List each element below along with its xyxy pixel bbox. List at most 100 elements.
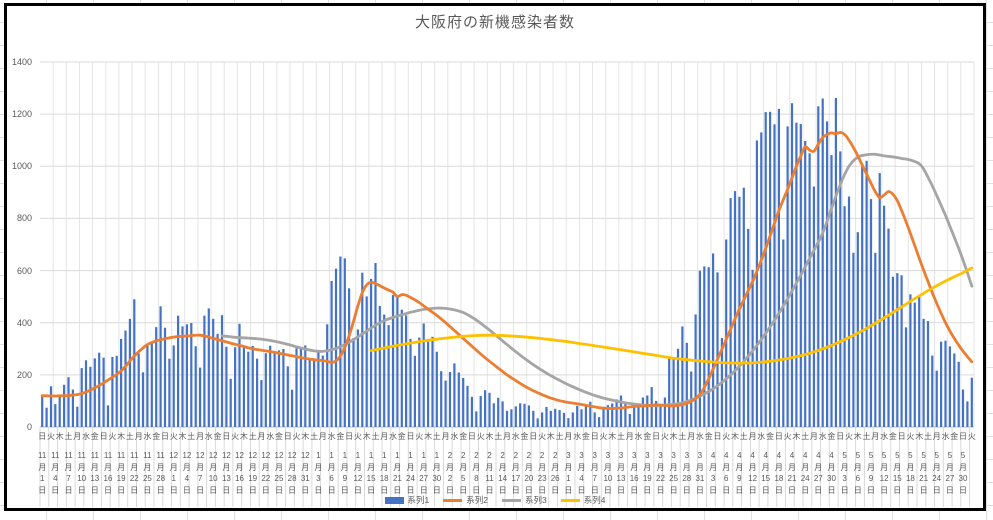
bar <box>554 408 557 428</box>
x-axis-weekday-label: 木 <box>853 432 862 441</box>
x-axis-weekday-label: 金 <box>827 432 836 441</box>
x-axis-date-label: 12 月 7 日 <box>195 451 205 495</box>
bar <box>89 366 92 427</box>
bar <box>475 411 478 427</box>
x-axis-date-label: 1 月 15 日 <box>366 451 376 495</box>
x-axis-date-label: 5 月 21 日 <box>919 451 929 495</box>
bar <box>541 412 544 427</box>
x-axis-date-label: 5 月 30 日 <box>958 451 968 495</box>
bar <box>676 348 680 427</box>
bar <box>580 409 583 427</box>
bar <box>887 228 890 427</box>
bar <box>133 299 136 428</box>
x-axis-date-label: 12 月 28 日 <box>287 451 297 495</box>
bar <box>611 403 614 427</box>
x-axis-weekday-label: 金 <box>643 432 652 441</box>
x-axis-weekday-label: 水 <box>757 432 766 441</box>
x-axis-weekday-label: 火 <box>415 432 424 441</box>
bar <box>269 345 272 427</box>
legend-item-series2[interactable]: 系列2 <box>443 494 488 506</box>
bar <box>84 360 88 427</box>
x-axis-weekday-label: 木 <box>301 432 310 441</box>
legend-item-series4[interactable]: 系列4 <box>560 494 606 506</box>
x-axis-date-label: 3 月 31 日 <box>695 451 705 495</box>
legend-item-series1[interactable]: 系列1 <box>384 494 429 506</box>
bar <box>514 406 517 427</box>
bar <box>681 326 684 427</box>
bar <box>484 390 487 427</box>
x-axis-weekday-label: 日 <box>406 432 415 441</box>
bar <box>457 372 460 427</box>
bar <box>641 397 644 427</box>
x-axis-date-label: 12 月 19 日 <box>248 451 258 495</box>
bar <box>247 351 250 427</box>
x-axis-date-label: 11 月 13 日 <box>90 451 100 495</box>
x-axis-weekday-label: 日 <box>283 432 292 441</box>
bar <box>361 272 364 427</box>
bar <box>773 124 776 428</box>
legend-item-series3[interactable]: 系列3 <box>502 494 547 506</box>
x-axis-date-label: 3 月 25 日 <box>669 451 679 495</box>
x-axis-date-label: 5 月 15 日 <box>892 451 902 495</box>
bar <box>348 288 351 427</box>
bar <box>712 253 715 427</box>
x-axis-date-label: 1 月 21 日 <box>392 451 402 495</box>
legend-bar-swatch-icon <box>384 496 404 504</box>
x-axis-weekday-label: 水 <box>573 432 582 441</box>
x-axis-weekday-label: 月 <box>871 432 880 441</box>
bar <box>558 410 561 427</box>
x-axis-weekday-label: 土 <box>125 432 134 441</box>
x-axis-weekday-label: 日 <box>38 432 47 441</box>
x-axis-date-label: 2 月 17 日 <box>511 451 521 495</box>
bar <box>492 403 495 427</box>
bar <box>295 348 298 427</box>
x-axis-weekday-label: 土 <box>187 432 196 441</box>
x-axis-date-label: 4 月 21 日 <box>787 451 797 495</box>
bar <box>790 103 794 427</box>
bar <box>207 308 210 427</box>
x-axis-weekday-label: 金 <box>888 432 897 441</box>
bar <box>755 140 758 427</box>
bar <box>41 394 44 427</box>
legend-label-series3: 系列3 <box>525 495 547 505</box>
bar <box>615 399 618 427</box>
x-axis-weekday-label: 木 <box>55 432 64 441</box>
bar <box>944 340 947 427</box>
bar <box>387 325 390 427</box>
x-axis-weekday-label: 火 <box>108 432 117 441</box>
legend-label-series4: 系列4 <box>583 495 606 505</box>
x-axis-weekday-label: 日 <box>467 432 476 441</box>
chart-title: 大阪府の新機感染者数 <box>414 14 575 31</box>
bar <box>177 315 180 427</box>
x-axis-weekday-label: 金 <box>950 432 959 441</box>
x-axis-weekday-label: 月 <box>441 432 450 441</box>
bar <box>795 122 798 427</box>
legend: 系列1 系列2 系列3 系列4 <box>4 494 986 506</box>
bar <box>966 401 969 427</box>
x-axis-weekday-label: 金 <box>766 432 775 441</box>
bar <box>106 405 110 427</box>
x-axis-weekday-label: 日 <box>590 432 599 441</box>
x-axis-date-label: 2 月 23 日 <box>537 451 547 495</box>
y-axis-label: 800 <box>16 213 32 224</box>
bar <box>120 338 123 427</box>
bar <box>593 412 596 427</box>
bar <box>497 397 500 427</box>
x-axis-date-label: 4 月 18 日 <box>774 451 784 495</box>
bar <box>150 342 153 427</box>
bar <box>374 263 377 427</box>
x-axis-weekday-label: 金 <box>213 432 222 441</box>
x-axis-weekday-label: 木 <box>178 432 187 441</box>
bar <box>111 356 114 427</box>
x-axis-weekday-label: 水 <box>389 432 397 441</box>
x-axis-date-label: 5 月 24 日 <box>932 451 942 495</box>
x-axis-date-label: 11 月 19 日 <box>116 451 126 495</box>
x-axis-date-label: 11 月 25 日 <box>142 451 152 495</box>
x-axis-weekday-label: 土 <box>739 432 748 441</box>
x-axis-weekday-label: 土 <box>617 432 625 441</box>
